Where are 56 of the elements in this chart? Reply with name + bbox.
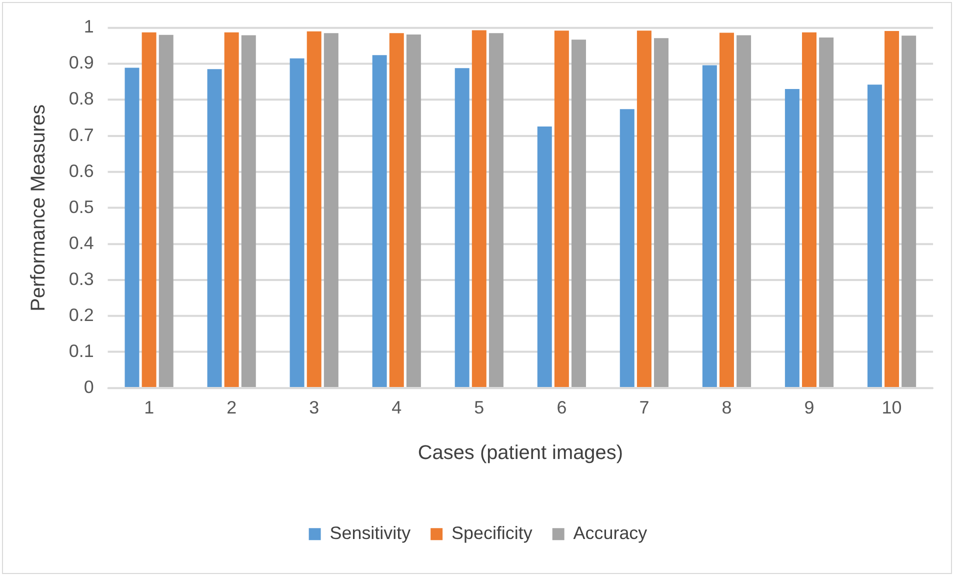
x-tick-label: 4 (392, 398, 402, 418)
y-tick-label: 1 (84, 16, 94, 37)
bar (241, 35, 256, 388)
bar (472, 30, 486, 388)
y-tick-label: 0 (84, 377, 94, 397)
x-axis-title: Cases (patient images) (418, 442, 623, 464)
bar (802, 32, 816, 388)
x-tick-label: 10 (882, 398, 902, 418)
bar (537, 126, 552, 388)
y-tick-label: 0.2 (68, 304, 94, 325)
y-tick-label: 0.3 (68, 268, 94, 289)
bar (719, 32, 734, 388)
y-tick-label: 0.9 (68, 52, 94, 73)
legend-label: Sensitivity (330, 523, 411, 544)
x-tick-label: 3 (309, 398, 320, 418)
bar (636, 30, 652, 388)
bar (867, 84, 882, 388)
x-tick-label: 6 (556, 398, 567, 418)
y-tick-label: 0.8 (68, 88, 94, 109)
x-tick-label: 1 (144, 398, 154, 418)
y-axis-title: Performance Measures (27, 104, 50, 312)
bar (207, 69, 222, 388)
bar (406, 34, 421, 388)
bar (324, 33, 338, 388)
bar (654, 38, 669, 388)
x-tick-label: 2 (226, 398, 237, 418)
legend-label: Accuracy (573, 523, 648, 544)
bar (884, 30, 900, 388)
bar (124, 68, 140, 388)
y-tick-label: 0.4 (68, 232, 94, 253)
bar (819, 37, 834, 388)
bar (702, 65, 717, 388)
bar (488, 33, 504, 388)
bar (290, 58, 304, 388)
x-tick-label: 8 (722, 398, 732, 418)
y-tick-label: 0.5 (68, 196, 94, 217)
bar (158, 34, 174, 388)
bar (389, 33, 404, 388)
x-tick-label: 5 (474, 398, 484, 418)
legend-label: Specificity (452, 523, 532, 544)
bar (736, 35, 752, 388)
bar (784, 88, 800, 388)
bar (306, 31, 322, 388)
bar (620, 109, 634, 388)
bar (902, 36, 916, 388)
bar (224, 32, 239, 388)
y-tick-label: 0.7 (68, 124, 94, 145)
x-tick-label: 9 (804, 398, 814, 418)
y-tick-label: 0.1 (68, 340, 94, 361)
x-tick-label: 7 (639, 398, 650, 418)
bar (142, 32, 156, 388)
y-tick-label: 0.6 (68, 160, 94, 181)
bar (372, 55, 387, 388)
bar (454, 68, 470, 388)
bar (554, 30, 569, 388)
bar (571, 40, 586, 388)
